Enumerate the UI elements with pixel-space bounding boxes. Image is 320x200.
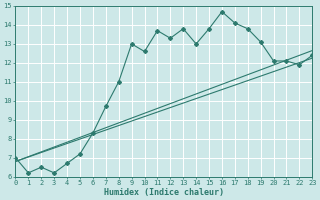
X-axis label: Humidex (Indice chaleur): Humidex (Indice chaleur)	[104, 188, 224, 197]
